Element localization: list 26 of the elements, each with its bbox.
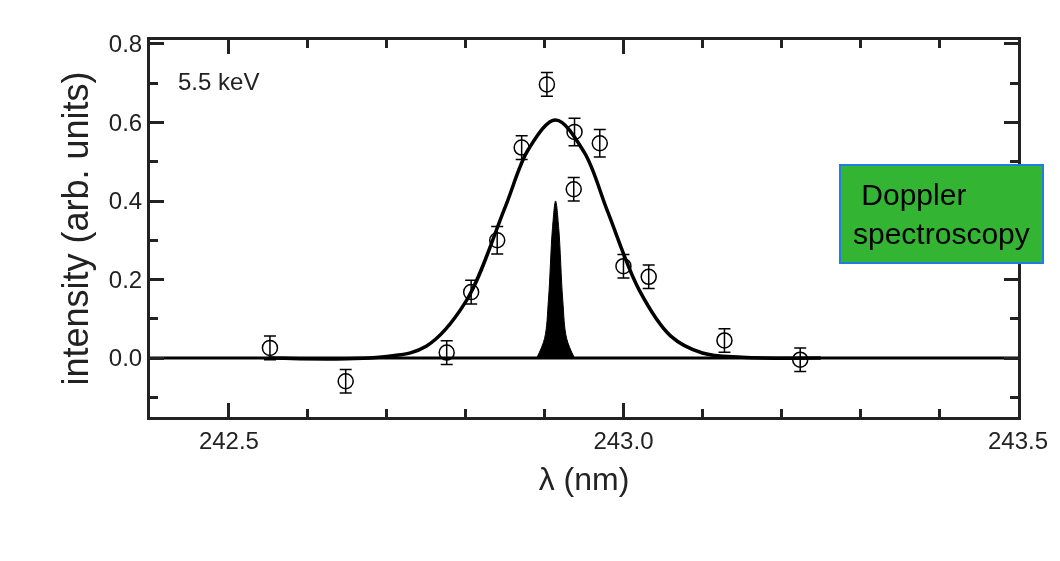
point	[591, 135, 609, 152]
x-tick-label: 242.5	[198, 426, 259, 454]
y-tick-label: 0.2	[108, 265, 143, 293]
point	[261, 339, 279, 357]
y-tick-label: 0.4	[108, 187, 143, 215]
point	[566, 123, 583, 141]
point	[615, 257, 632, 275]
point	[791, 351, 809, 368]
point	[538, 76, 556, 93]
point	[640, 268, 657, 286]
annotation: 5.5 keV	[178, 68, 260, 95]
point	[565, 180, 582, 198]
point	[716, 332, 733, 349]
x-tick-label: 243.0	[593, 426, 654, 454]
point	[337, 373, 354, 390]
x-axis-title: λ (nm)	[538, 460, 630, 497]
y-axis-title: intensity (arb. units)	[54, 71, 96, 386]
point	[438, 344, 455, 361]
y-tick-label: 0.0	[108, 344, 143, 372]
y-tick-label: 0.8	[108, 30, 143, 58]
point	[513, 139, 530, 156]
point	[462, 283, 480, 301]
annotation: Doppler spectroscopy	[853, 178, 1030, 250]
y-tick-label: 0.6	[108, 108, 143, 136]
x-tick-label: 243.5	[987, 426, 1049, 454]
point	[488, 232, 506, 249]
